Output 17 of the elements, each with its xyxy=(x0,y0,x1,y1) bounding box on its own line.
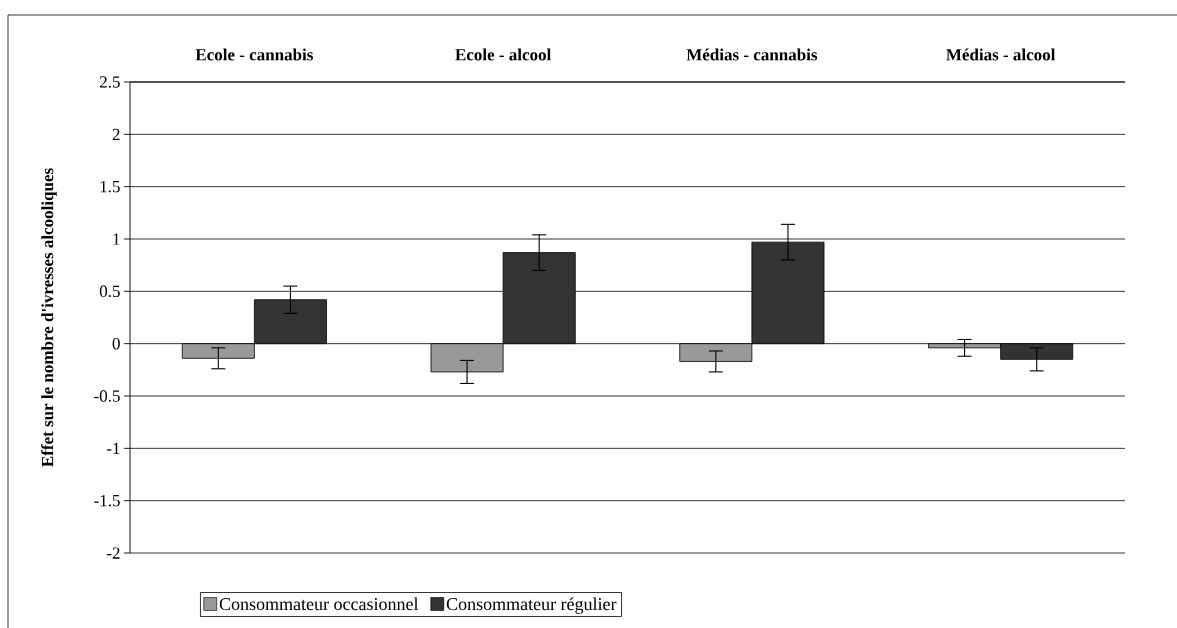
y-tick-label: -0.5 xyxy=(94,390,120,402)
legend-label: Consommateur occasionnel xyxy=(219,597,419,611)
y-tick-label: 2.5 xyxy=(99,76,120,88)
y-tick-label: -1 xyxy=(106,442,120,454)
y-tick-label: 0.5 xyxy=(99,285,120,298)
y-tick-label: 2 xyxy=(112,128,120,140)
y-axis-title: Effet sur le nombre d'ivresses alcooliques xyxy=(41,168,57,467)
y-tick-label: -1.5 xyxy=(94,494,120,507)
x-tick-label: Médias - cannabis xyxy=(686,48,818,61)
y-tick-label: -2 xyxy=(106,547,120,559)
y-tick-label: 0 xyxy=(112,337,120,350)
x-tick-label: Médias - alcool xyxy=(946,48,1056,61)
y-tick-label: 1 xyxy=(113,233,120,245)
x-tick-label: Ecole - cannabis xyxy=(195,48,313,61)
y-tick-label: 1.5 xyxy=(100,180,120,193)
x-tick-label: Ecole - alcool xyxy=(455,48,551,61)
legend-label: Consommateur régulier xyxy=(446,597,617,614)
